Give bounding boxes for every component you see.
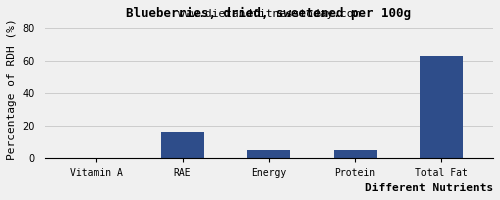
Bar (161, 132, 204, 158)
Bar (420, 56, 463, 158)
Bar (334, 150, 376, 158)
Text: www.dietandfitnesstoday.com: www.dietandfitnesstoday.com (178, 9, 360, 19)
Bar (248, 150, 290, 158)
Y-axis label: Percentage of RDH (%): Percentage of RDH (%) (7, 18, 17, 160)
X-axis label: Different Nutrients: Different Nutrients (365, 183, 493, 193)
Title: Blueberries, dried, sweetened per 100g: Blueberries, dried, sweetened per 100g (126, 7, 412, 20)
